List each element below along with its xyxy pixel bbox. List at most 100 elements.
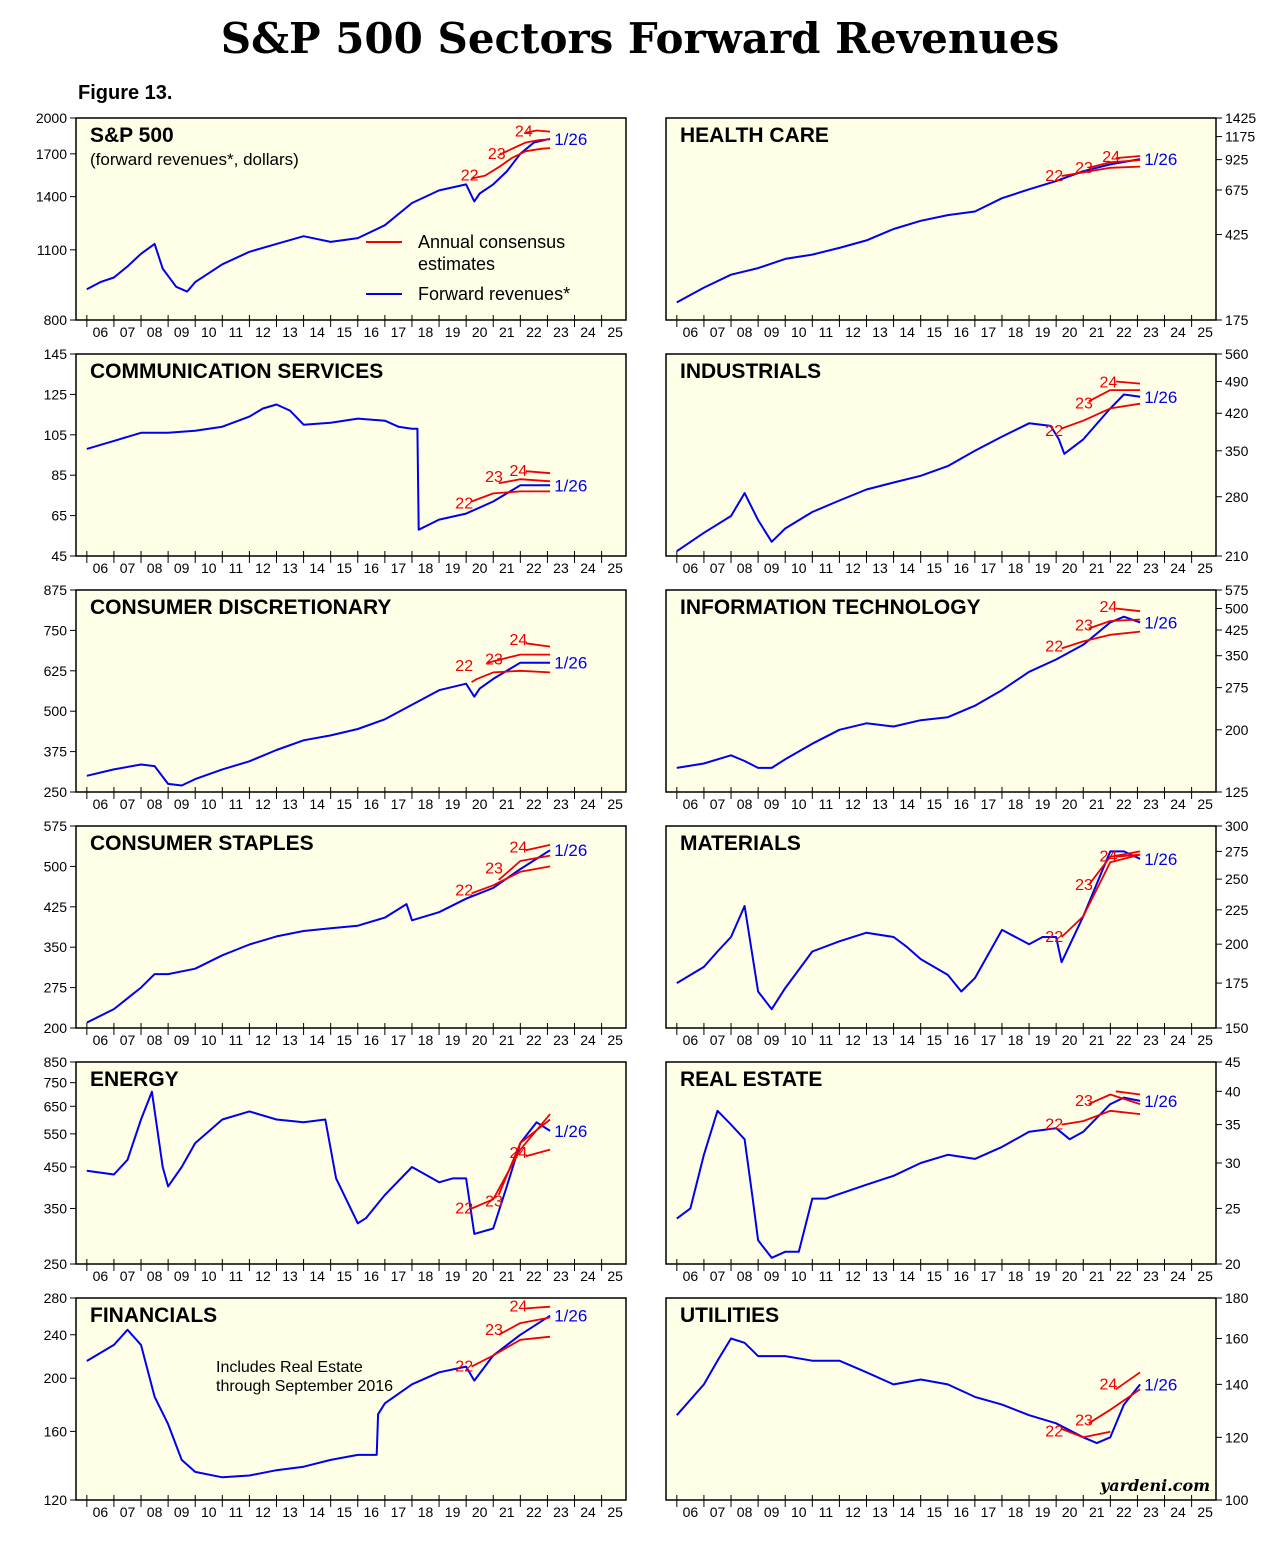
x-tick-label: 22 — [1116, 1268, 1132, 1284]
consensus-line-23 — [1088, 1093, 1141, 1105]
consensus-line-22 — [471, 669, 551, 683]
chart-panel: 06 07 08 09 10 11 12 13 14 15 16 17 18 19 20 21 22 23 24 25… — [665, 818, 1249, 1048]
x-tick-label: 18 — [1008, 1032, 1024, 1048]
consensus-year-label: 24 — [509, 632, 527, 649]
x-tick-label: 22 — [526, 1268, 542, 1284]
x-tick-label: 07 — [710, 1504, 726, 1520]
y-tick-label: 225 — [1225, 902, 1249, 918]
x-tick-label: 20 — [472, 796, 488, 812]
x-tick-label: 09 — [764, 560, 780, 576]
y-tick-label: 65 — [51, 508, 67, 524]
y-tick-label: 85 — [51, 467, 67, 483]
x-tick-label: 15 — [336, 1032, 352, 1048]
x-tick-label: 07 — [710, 1268, 726, 1284]
y-tick-label: 420 — [1225, 405, 1249, 421]
consensus-year-label: 24 — [515, 124, 533, 141]
x-tick-label: 11 — [819, 1504, 834, 1520]
x-tick-label: 11 — [229, 324, 244, 340]
y-tick-label: 40 — [1225, 1083, 1241, 1099]
consensus-year-label: 24 — [1099, 1376, 1117, 1393]
consensus-year-label: 24 — [1099, 849, 1117, 866]
x-tick-label: 11 — [819, 796, 834, 812]
x-tick-label: 09 — [174, 1268, 190, 1284]
y-tick-label: 675 — [1225, 182, 1249, 198]
x-tick-label: 14 — [309, 1504, 325, 1520]
y-tick-label: 1400 — [36, 189, 67, 205]
latest-date-label: 1/26 — [1144, 613, 1177, 632]
x-tick-label: 14 — [899, 796, 915, 812]
x-tick-label: 22 — [1116, 324, 1132, 340]
y-tick-label: 160 — [44, 1423, 68, 1439]
x-tick-label: 25 — [1197, 1268, 1213, 1284]
x-tick-label: 16 — [954, 1032, 970, 1048]
y-tick-label: 45 — [1225, 1054, 1241, 1070]
x-tick-label: 21 — [499, 560, 515, 576]
x-tick-label: 06 — [683, 560, 699, 576]
x-tick-label: 25 — [607, 1504, 623, 1520]
x-tick-label: 14 — [899, 324, 915, 340]
consensus-year-label: 23 — [485, 861, 503, 878]
x-tick-label: 16 — [954, 796, 970, 812]
y-tick-label: 875 — [44, 582, 68, 598]
plot-area — [75, 1297, 627, 1501]
consensus-year-label: 24 — [509, 840, 527, 857]
x-tick-label: 09 — [174, 1504, 190, 1520]
x-tick-label: 09 — [174, 1032, 190, 1048]
x-tick-label: 18 — [418, 796, 434, 812]
y-tick-label: 1425 — [1225, 110, 1256, 126]
x-tick-label: 24 — [580, 324, 596, 340]
x-tick-label: 12 — [255, 1032, 271, 1048]
consensus-year-label: 22 — [455, 1359, 473, 1376]
x-tick-label: 23 — [1143, 796, 1159, 812]
x-tick-label: 16 — [364, 1504, 380, 1520]
x-tick-label: 15 — [336, 796, 352, 812]
x-tick-label: 06 — [93, 796, 109, 812]
x-tick-label: 22 — [526, 1032, 542, 1048]
y-tick-label: 560 — [1225, 346, 1249, 362]
x-tick-label: 10 — [791, 796, 807, 812]
consensus-line-24 — [525, 844, 551, 852]
x-tick-label: 09 — [764, 1032, 780, 1048]
x-tick-label: 25 — [1197, 1504, 1213, 1520]
y-tick-label: 800 — [44, 312, 68, 328]
x-tick-label: 22 — [1116, 1032, 1132, 1048]
x-tick-label: 24 — [1170, 1504, 1186, 1520]
consensus-year-label: 23 — [1075, 160, 1093, 177]
consensus-year-label: 23 — [1075, 617, 1093, 634]
chart-panel: 06 07 08 09 10 11 12 13 14 15 16 17 18 19 20 21 22 23 24 25… — [665, 582, 1249, 812]
x-tick-label: 17 — [981, 1268, 997, 1284]
x-tick-label: 22 — [526, 796, 542, 812]
x-tick-label: 19 — [1035, 560, 1051, 576]
x-tick-label: 10 — [201, 560, 217, 576]
consensus-year-label: 23 — [488, 146, 506, 163]
consensus-line-22 — [1061, 1109, 1141, 1126]
consensus-year-label: 22 — [1045, 639, 1063, 656]
panel-title: CONSUMER DISCRETIONARY — [90, 596, 391, 619]
x-tick-label: 06 — [93, 1032, 109, 1048]
x-tick-label: 18 — [418, 560, 434, 576]
x-tick-label: 13 — [282, 560, 298, 576]
y-tick-label: 275 — [1225, 680, 1249, 696]
consensus-year-label: 22 — [455, 1200, 473, 1217]
consensus-line-24 — [525, 642, 551, 648]
x-tick-label: 08 — [147, 560, 163, 576]
x-tick-label: 21 — [499, 1504, 515, 1520]
x-tick-label: 10 — [791, 1268, 807, 1284]
forward-revenues-line — [86, 403, 551, 531]
panel-title: COMMUNICATION SERVICES — [90, 360, 383, 383]
y-tick-label: 500 — [44, 703, 68, 719]
consensus-line-22 — [1060, 853, 1141, 938]
annotation-line: Includes Real Estate — [216, 1359, 363, 1376]
x-tick-label: 18 — [1008, 560, 1024, 576]
y-tick-label: 425 — [1225, 227, 1249, 243]
consensus-line-23 — [497, 1118, 551, 1196]
x-tick-label: 09 — [764, 796, 780, 812]
x-tick-label: 13 — [872, 560, 888, 576]
x-tick-label: 10 — [791, 1032, 807, 1048]
annotation-text: Includes Real Estate through September 20… — [216, 1359, 393, 1395]
x-tick-label: 22 — [1116, 796, 1132, 812]
consensus-year-label: 24 — [509, 1299, 527, 1316]
x-tick-label: 10 — [201, 1032, 217, 1048]
x-tick-label: 16 — [364, 1032, 380, 1048]
x-tick-label: 06 — [93, 324, 109, 340]
